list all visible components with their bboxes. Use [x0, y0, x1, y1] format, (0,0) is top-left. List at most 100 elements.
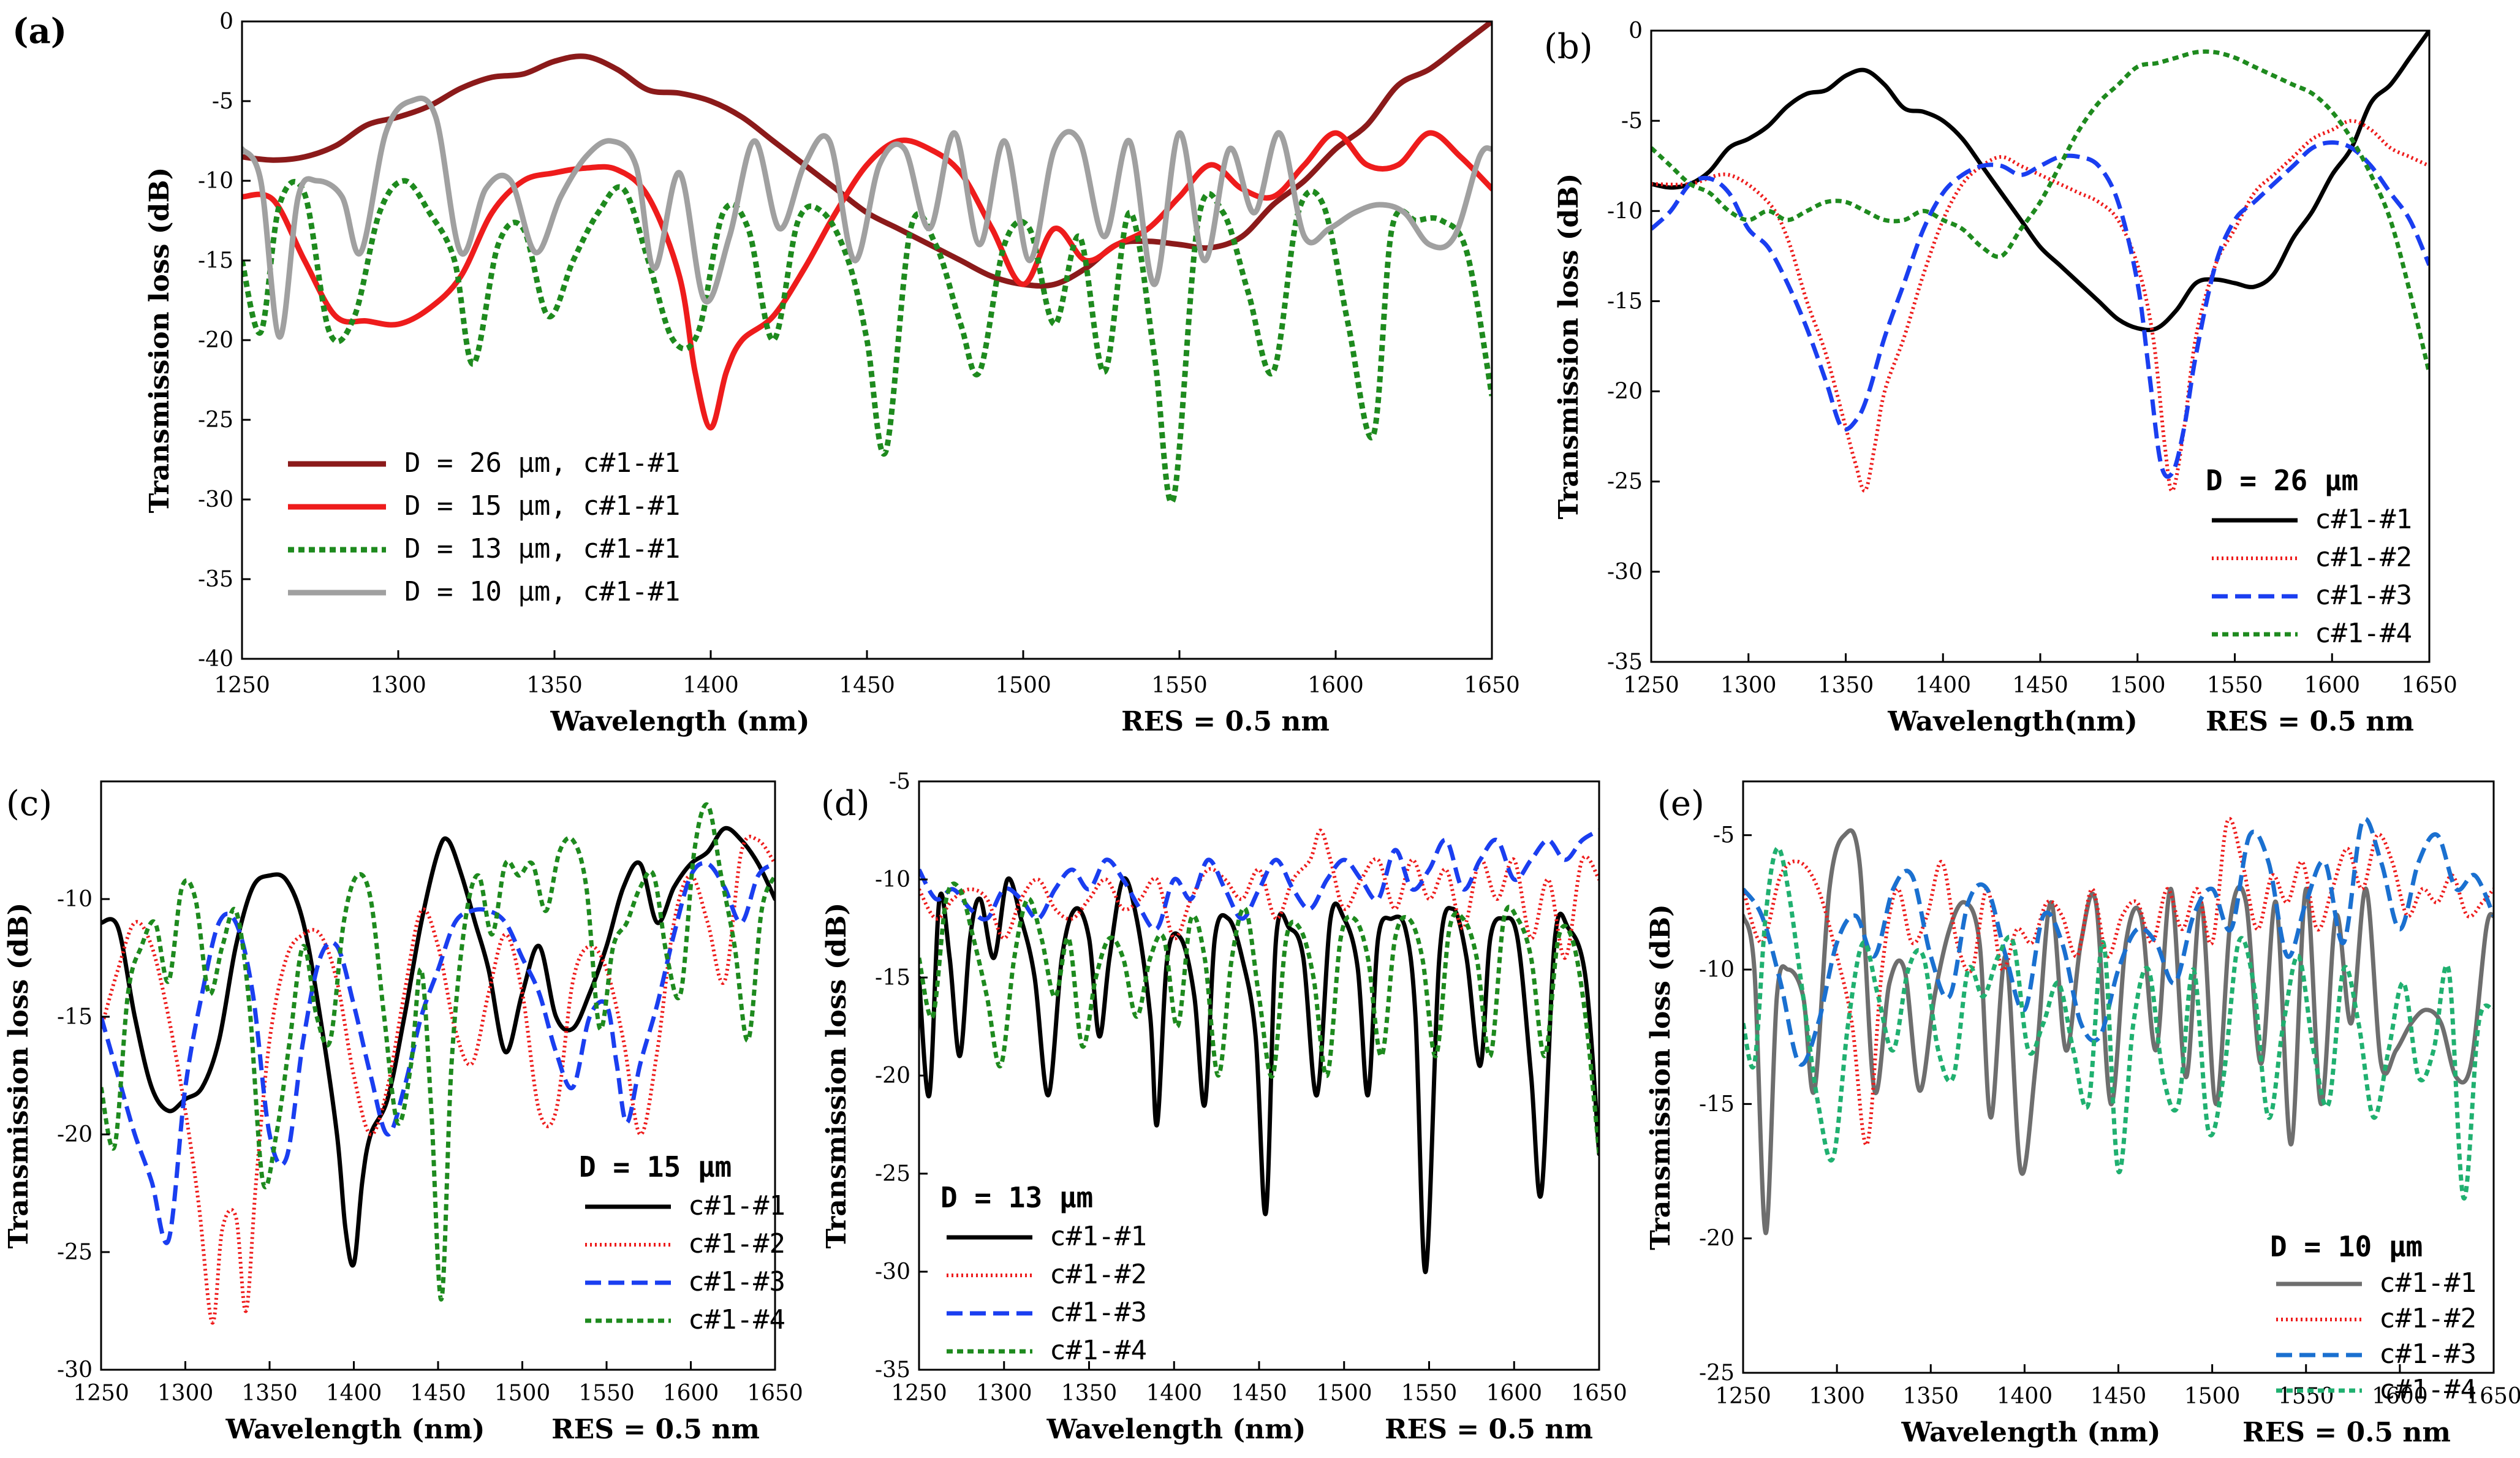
- y-tick-label: -10: [1607, 199, 1643, 224]
- x-tick-label: 1600: [1307, 673, 1364, 698]
- panel-label: (c): [6, 784, 52, 824]
- y-tick-label: -30: [198, 487, 233, 512]
- chart-panel-5: 1250 1300 1350 1400 1450 1500 1550 1600 1650 -5 -1…: [1645, 780, 2520, 1448]
- x-tick-label: 1450: [410, 1381, 466, 1406]
- panel-label: (a): [12, 11, 67, 51]
- series-line-3: [919, 828, 1599, 932]
- y-tick-label: -20: [57, 1122, 93, 1147]
- y-tick-label: -15: [198, 248, 233, 273]
- series-line-1: [919, 876, 1599, 1274]
- x-tick-label: 1550: [2207, 673, 2263, 698]
- legend-entry-label: c#1-#4: [2315, 618, 2412, 649]
- series-line-2: [101, 835, 775, 1325]
- x-tick-label: 1350: [1061, 1381, 1118, 1406]
- legend-entry-label: c#1-#4: [1050, 1335, 1147, 1366]
- x-tick-label: 1450: [2012, 673, 2068, 698]
- y-tick-label: -20: [1699, 1226, 1735, 1251]
- series-line-2: [919, 829, 1599, 960]
- x-tick-label: 1400: [1997, 1384, 2053, 1409]
- y-tick-label: -20: [198, 328, 233, 353]
- legend-entry-label: c#1-#4: [2379, 1374, 2476, 1405]
- legend-entry-label: c#1-#1: [1050, 1221, 1147, 1252]
- series-line-4: [242, 96, 1492, 340]
- y-tick-label: -25: [198, 408, 233, 433]
- series-line-3: [1651, 140, 2429, 479]
- panel-label: (e): [1657, 784, 1705, 824]
- legend-entry-label: c#1-#2: [688, 1228, 785, 1259]
- chart-panel-3: 1250 1300 1350 1400 1450 1500 1550 1600 1650 -10 -…: [3, 780, 803, 1445]
- x-tick-label: 1300: [976, 1381, 1032, 1406]
- legend-entry-label: c#1-#4: [688, 1304, 785, 1335]
- y-axis-label: Transmission loss (dB): [144, 167, 175, 514]
- x-tick-label: 1400: [326, 1381, 382, 1406]
- x-tick-label: 1250: [214, 673, 270, 698]
- resolution-label: RES = 0.5 nm: [1385, 1414, 1593, 1445]
- x-tick-label: 1500: [1316, 1381, 1372, 1406]
- panel-label: (b): [1544, 27, 1593, 67]
- series-line-3: [242, 178, 1492, 505]
- y-tick-label: -35: [1607, 650, 1643, 675]
- x-tick-label: 1400: [1915, 673, 1971, 698]
- resolution-label: RES = 0.5 nm: [551, 1414, 760, 1445]
- chart-panel-2: 1250 1300 1350 1400 1450 1500 1550 1600 1650 0 -5 -…: [1544, 18, 2458, 737]
- series-line-4: [1651, 49, 2429, 374]
- y-tick-label: -25: [57, 1240, 93, 1265]
- x-tick-label: 1250: [1623, 673, 1679, 698]
- x-tick-label: 1500: [494, 1381, 551, 1406]
- x-tick-label: 1600: [1486, 1381, 1542, 1406]
- series-line-4: [101, 802, 775, 1302]
- y-tick-label: -40: [198, 647, 233, 672]
- y-tick-label: -30: [1607, 560, 1643, 585]
- legend-entry-label: D = 13 μm, c#1-#1: [404, 533, 680, 564]
- x-tick-label: 1450: [2091, 1384, 2147, 1409]
- y-tick-label: 0: [219, 9, 233, 34]
- legend: D = 26 μm c#1-#1 c#1-#2 c#1-#3 c#1-#4: [2206, 464, 2412, 649]
- y-axis-label: Transmission loss (dB): [1553, 173, 1584, 520]
- x-tick-label: 1500: [2184, 1384, 2241, 1409]
- legend-entry-label: c#1-#2: [2315, 542, 2412, 573]
- y-tick-label: -10: [198, 169, 233, 194]
- x-axis-label: Wavelength(nm): [1887, 706, 2138, 737]
- legend-entry-label: c#1-#3: [688, 1266, 785, 1297]
- y-tick-label: -10: [57, 887, 93, 912]
- legend: D = 26 μm, c#1-#1 D = 15 μm, c#1-#1 D = 13…: [288, 447, 680, 607]
- legend-entry-label: c#1-#1: [688, 1190, 785, 1221]
- legend-entry-label: D = 26 μm, c#1-#1: [404, 447, 680, 479]
- x-tick-label: 1300: [157, 1381, 214, 1406]
- legend-entry-label: c#1-#3: [1050, 1297, 1147, 1328]
- legend-title: D = 10 μm: [2270, 1230, 2423, 1263]
- x-tick-label: 1600: [2304, 673, 2360, 698]
- y-tick-label: -15: [57, 1004, 93, 1030]
- y-tick-label: 0: [1629, 18, 1643, 44]
- y-tick-label: -5: [1713, 823, 1735, 848]
- y-tick-label: -20: [1607, 379, 1643, 404]
- legend-entry-label: c#1-#2: [1050, 1259, 1147, 1290]
- x-tick-label: 1250: [73, 1381, 129, 1406]
- x-tick-label: 1650: [2401, 673, 2458, 698]
- x-tick-label: 1300: [370, 673, 426, 698]
- x-tick-label: 1550: [2278, 1384, 2334, 1409]
- x-tick-label: 1450: [1231, 1381, 1287, 1406]
- y-tick-label: -25: [1699, 1361, 1735, 1386]
- x-tick-label: 1550: [1151, 673, 1208, 698]
- legend-entry-label: D = 15 μm, c#1-#1: [404, 490, 680, 522]
- y-tick-label: -30: [875, 1259, 910, 1285]
- x-axis-label: Wavelength (nm): [1901, 1417, 2161, 1448]
- y-tick-label: -25: [1607, 469, 1643, 495]
- legend-entry-label: c#1-#1: [2379, 1267, 2476, 1299]
- x-tick-label: 1350: [526, 673, 583, 698]
- series-line-1: [1651, 31, 2429, 332]
- y-tick-label: -5: [889, 769, 910, 794]
- x-tick-label: 1250: [1715, 1384, 1771, 1409]
- y-tick-label: -10: [875, 867, 910, 892]
- y-axis-label: Transmission loss (dB): [821, 903, 852, 1249]
- series-line-3: [101, 860, 775, 1245]
- legend-entry-label: c#1-#3: [2315, 580, 2412, 611]
- legend-entry-label: c#1-#1: [2315, 504, 2412, 535]
- panel-label: (d): [821, 784, 870, 824]
- series-line-2: [1651, 119, 2429, 493]
- x-tick-label: 1400: [1146, 1381, 1202, 1406]
- x-tick-label: 1250: [891, 1381, 947, 1406]
- x-axis-label: Wavelength (nm): [225, 1414, 485, 1445]
- x-tick-label: 1300: [1720, 673, 1777, 698]
